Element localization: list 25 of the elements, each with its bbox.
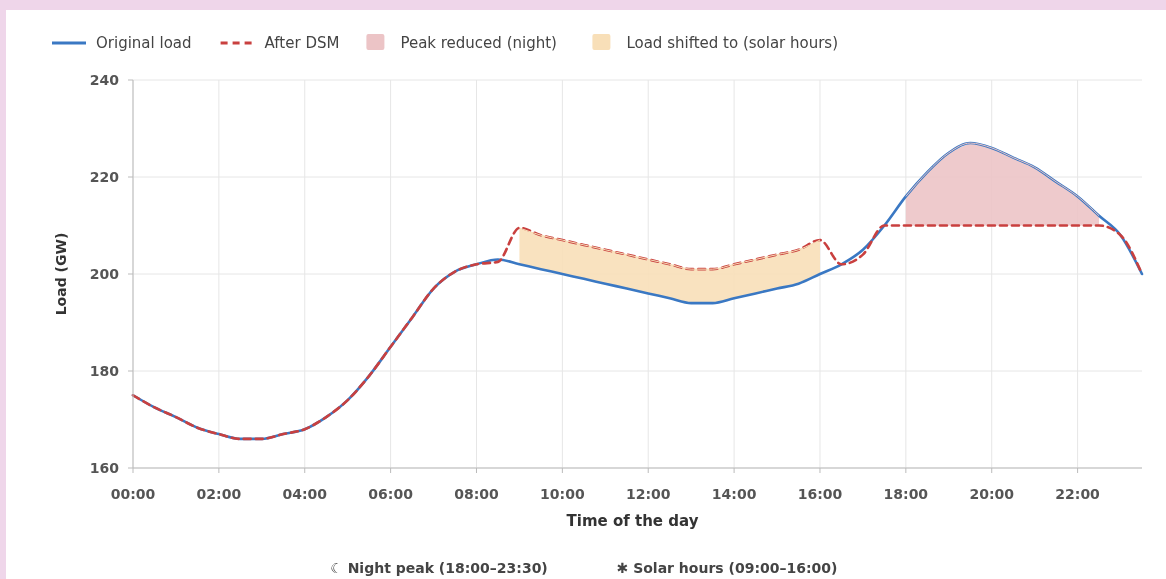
y-tick-label: 180 — [89, 362, 120, 379]
x-axis-title: Time of the day — [566, 512, 699, 530]
legend-label: Load shifted to (solar hours) — [626, 34, 839, 53]
x-tick-label: 02:00 — [196, 486, 242, 502]
x-tick-label: 00:00 — [110, 486, 156, 502]
x-tick-label: 14:00 — [711, 486, 757, 502]
legend-label: After DSM — [264, 34, 340, 53]
x-tick-label: 18:00 — [883, 486, 929, 502]
x-tick-label: 16:00 — [797, 486, 843, 502]
x-tick-label: 04:00 — [282, 486, 328, 502]
y-tick-label: 240 — [89, 71, 120, 88]
x-tick-label: 20:00 — [969, 486, 1015, 502]
legend-label: Peak reduced (night) — [400, 34, 557, 53]
x-tick-label: 12:00 — [625, 486, 671, 502]
y-tick-label: 160 — [89, 459, 120, 476]
text: ✱ Solar hours (09:00–16:00) — [616, 560, 838, 576]
y-axis-title: Load (GW) — [53, 232, 69, 316]
y-tick-label: 220 — [89, 168, 120, 185]
x-tick-label: 22:00 — [1055, 486, 1101, 502]
x-tick-label: 08:00 — [454, 486, 500, 502]
x-tick-label: 10:00 — [540, 486, 585, 502]
text: ☾ Night peak (18:00–23:30) — [330, 560, 548, 576]
y-tick-label: 200 — [89, 265, 120, 282]
legend-label: Original load — [96, 34, 192, 53]
x-tick-label: 06:00 — [368, 486, 414, 502]
